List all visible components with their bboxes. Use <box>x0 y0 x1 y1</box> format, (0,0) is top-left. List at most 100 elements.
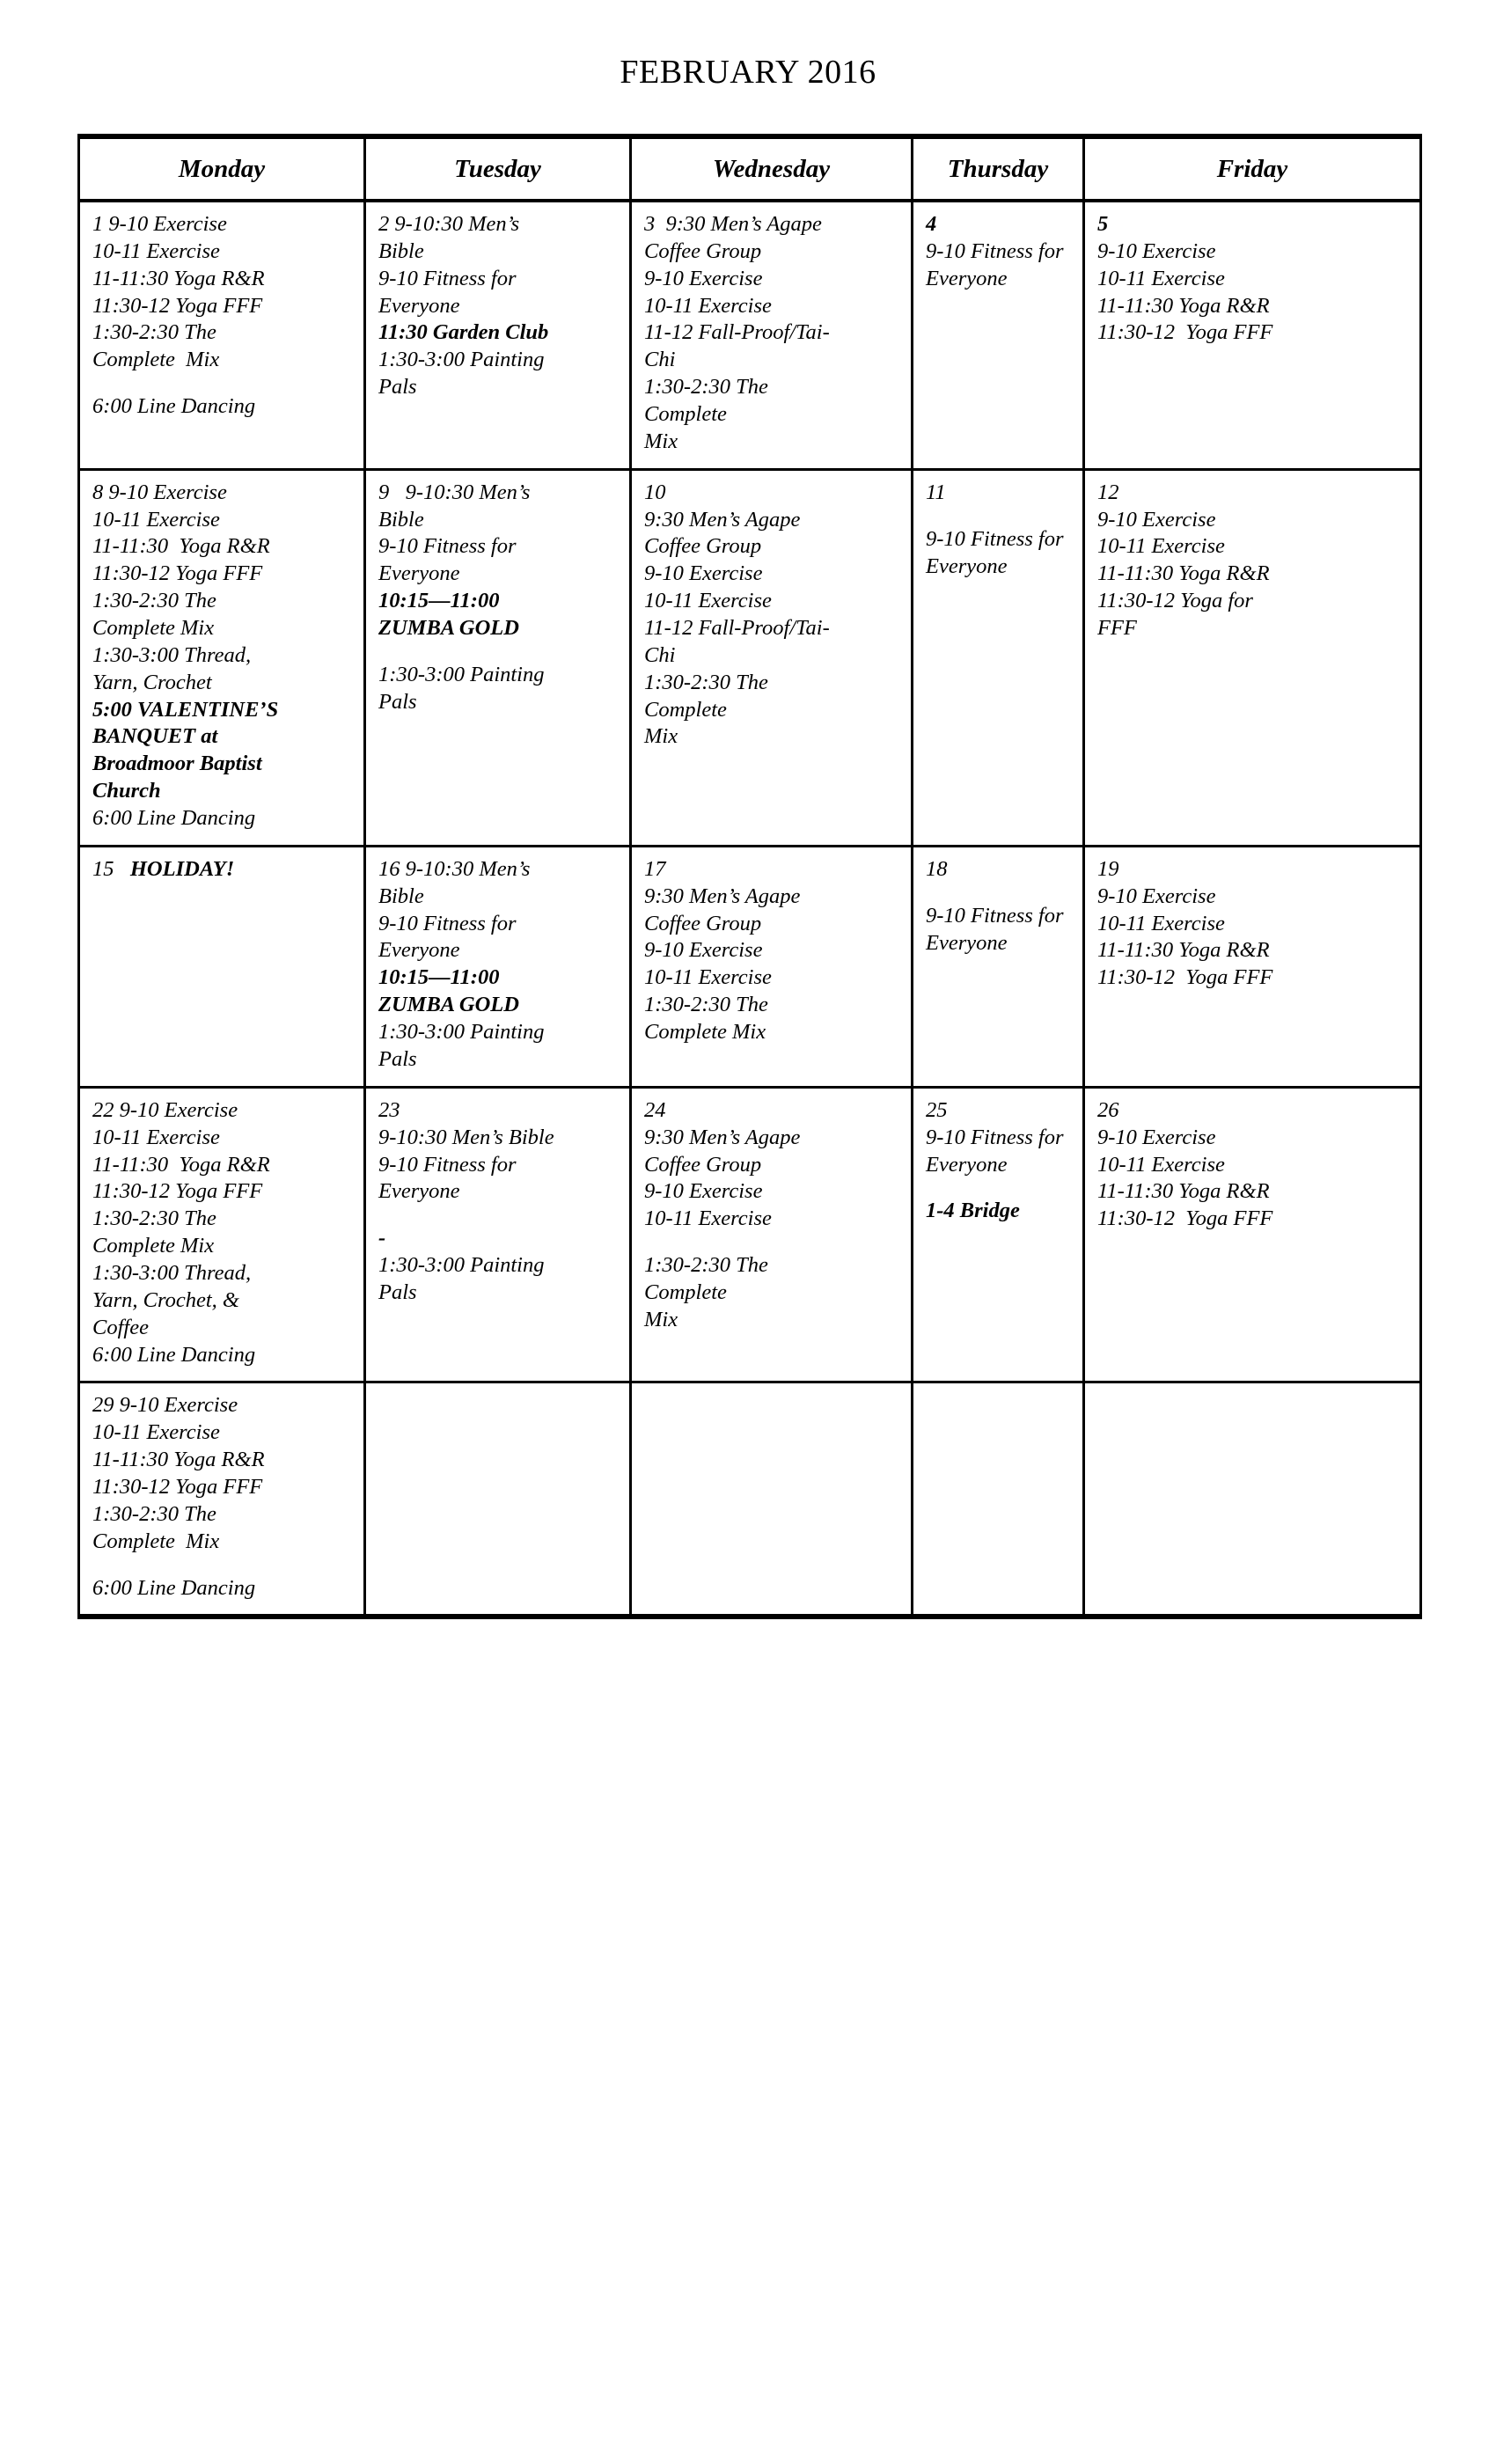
day-event-line: 1:30-2:30 The <box>92 320 216 345</box>
calendar-day-cell[interactable] <box>1082 1382 1422 1617</box>
day-event-line: 9:30 Men’s Agape <box>644 884 801 908</box>
day-event-line: 1:30-3:00 Painting <box>378 1253 545 1278</box>
calendar-day-cell[interactable]: 10 9:30 Men’s Agape Coffee Group 9-10 Exerc… <box>629 469 913 847</box>
day-event-spacer <box>378 1206 622 1225</box>
day-event-line: 11:30 Garden Club <box>378 320 549 345</box>
day-event-line: Complete <box>644 1280 727 1304</box>
day-event-line: 9-10 Fitness for <box>926 238 1064 263</box>
day-number-line: 19 <box>1097 856 1412 884</box>
day-cell-content: 8 9-10 Exercise 10-11 Exercise 11-11:30 Yo… <box>80 471 363 845</box>
day-number: 17 <box>644 856 666 881</box>
day-cell-content: 11 9-10 Fitness for Everyone <box>913 471 1082 725</box>
calendar-day-cell[interactable]: 11 9-10 Fitness for Everyone <box>911 469 1085 847</box>
calendar-day-cell[interactable]: 1 9-10 Exercise 10-11 Exercise 11-11:30 Yo… <box>77 201 366 471</box>
day-event-spacer <box>92 374 356 393</box>
day-cell-content: 24 9:30 Men’s Agape Coffee Group 9-10 Exerc… <box>632 1089 911 1346</box>
day-event-line: Everyone <box>378 561 460 586</box>
day-event-spacer <box>644 1233 904 1252</box>
day-event-line: Everyone <box>378 938 460 963</box>
calendar-day-cell[interactable]: 26 9-10 Exercise 10-11 Exercise 11-11:30 Yo… <box>1082 1087 1422 1384</box>
day-number-line: 16 9-10:30 Men’s <box>378 856 622 884</box>
day-event-line: BANQUET at <box>92 724 218 749</box>
day-cell-content: 3 9:30 Men’s Agape Coffee Group 9-10 Exerc… <box>632 202 911 468</box>
day-event-line: Pals <box>378 1046 417 1071</box>
day-event-line: 9-10 Exercise <box>1097 884 1216 908</box>
calendar-day-cell[interactable]: 16 9-10:30 Men’s Bible 9-10 Fitness for Eve… <box>363 846 632 1089</box>
day-number: 23 <box>378 1097 400 1122</box>
day-number-line: 9 9-10:30 Men’s <box>378 480 622 507</box>
calendar-day-cell[interactable]: 19 9-10 Exercise 10-11 Exercise 11-11:30 Yo… <box>1082 846 1422 1089</box>
day-event-spacer <box>926 884 1075 903</box>
day-event-line: Broadmoor Baptist <box>92 752 262 776</box>
day-event-line: Complete Mix <box>92 616 215 641</box>
day-event-line: Coffee Group <box>644 534 762 559</box>
calendar-day-cell[interactable]: 25 9-10 Fitness for Everyone 1-4 Bridge <box>911 1087 1085 1384</box>
calendar-day-cell[interactable] <box>911 1382 1085 1617</box>
day-event-spacer <box>926 507 1075 526</box>
day-cell-content: 4 9-10 Fitness for Everyone <box>913 202 1082 378</box>
day-event-line: Everyone <box>378 293 460 318</box>
day-event-line: Complete <box>644 697 727 722</box>
day-event-line: 9-10 Exercise <box>644 561 763 586</box>
day-event-text: 9-10 Exercise <box>103 212 227 236</box>
day-event-line: Yarn, Crochet <box>92 670 212 694</box>
day-number-line: 25 <box>926 1097 1075 1125</box>
day-event-line: 11-12 Fall-Proof/Tai- <box>644 616 830 641</box>
day-number-line: 5 <box>1097 211 1412 238</box>
day-event-line: 9-10 Exercise <box>1097 1125 1216 1149</box>
day-event-spacer <box>92 1556 356 1575</box>
calendar-day-cell[interactable]: 23 9-10:30 Men’s Bible 9-10 Fitness for Eve… <box>363 1087 632 1384</box>
calendar-day-cell[interactable]: 2 9-10:30 Men’s Bible 9-10 Fitness for Ever… <box>363 201 632 471</box>
day-number-line: 10 <box>644 480 904 507</box>
day-event-text: 9-10:30 Men’s <box>389 480 531 504</box>
day-event-line: 11-11:30 Yoga R&R <box>92 266 265 290</box>
calendar-day-cell[interactable]: 29 9-10 Exercise 10-11 Exercise 11-11:30 Y… <box>77 1382 366 1617</box>
day-cell-content: 25 9-10 Fitness for Everyone 1-4 Bridge <box>913 1089 1082 1290</box>
day-event-line: Everyone <box>926 1152 1008 1177</box>
day-event-line: 1:30-3:00 Thread, <box>92 642 252 667</box>
calendar-day-cell[interactable] <box>363 1382 632 1617</box>
day-number-line: 18 <box>926 856 1075 884</box>
day-number: 19 <box>1097 856 1119 881</box>
day-number: 22 <box>92 1097 114 1122</box>
day-event-line: 9:30 Men’s Agape <box>644 507 801 532</box>
calendar-day-cell[interactable] <box>629 1382 913 1617</box>
calendar-day-cell[interactable]: 9 9-10:30 Men’s Bible 9-10 Fitness for Ever… <box>363 469 632 847</box>
day-event-line: 10:15—11:00 <box>378 965 500 990</box>
day-event-line: 1:30-2:30 The <box>92 1206 216 1231</box>
day-event-line: 11-11:30 Yoga R&R <box>1097 293 1270 318</box>
calendar-day-cell[interactable]: 5 9-10 Exercise 10-11 Exercise 11-11:30 Yog… <box>1082 201 1422 471</box>
day-cell-content <box>913 1383 1082 1563</box>
day-event-line: 11:30-12 Yoga FFF <box>1097 965 1273 990</box>
day-event-line: 1:30-2:30 The <box>644 375 768 400</box>
calendar-container: Monday Tuesday Wednesday Thursday Friday… <box>77 134 1422 1620</box>
day-event-line: Pals <box>378 1280 417 1304</box>
day-event-line: 6:00 Line Dancing <box>92 394 256 419</box>
day-event-line: FFF <box>1097 616 1137 641</box>
day-event-line: Bible <box>378 507 424 532</box>
calendar-day-cell[interactable]: 12 9-10 Exercise 10-11 Exercise 11-11:30 Yo… <box>1082 469 1422 847</box>
day-number: 4 <box>926 212 937 236</box>
calendar-day-cell[interactable]: 4 9-10 Fitness for Everyone <box>911 201 1085 471</box>
calendar-day-cell[interactable]: 8 9-10 Exercise 10-11 Exercise 11-11:30 Yo… <box>77 469 366 847</box>
day-event-line: 9-10 Fitness for <box>378 534 517 559</box>
calendar-day-cell[interactable]: 17 9:30 Men’s Agape Coffee Group 9-10 Exerc… <box>629 846 913 1089</box>
calendar-day-cell[interactable]: 18 9-10 Fitness for Everyone <box>911 846 1085 1089</box>
day-event-text: 9-10 Exercise <box>114 1097 238 1122</box>
day-cell-content: 5 9-10 Exercise 10-11 Exercise 11-11:30 Yog… <box>1085 202 1419 378</box>
calendar-day-cell[interactable]: 24 9:30 Men’s Agape Coffee Group 9-10 Exerc… <box>629 1087 913 1384</box>
day-event-line: 6:00 Line Dancing <box>92 1342 256 1367</box>
day-event-spacer <box>378 642 622 662</box>
day-event-line: 11:30-12 Yoga FFF <box>92 561 263 586</box>
day-number-line: 11 <box>926 480 1075 507</box>
day-event-line: Mix <box>644 429 678 453</box>
day-event-line: 9-10 Fitness for <box>378 266 517 290</box>
calendar-day-cell[interactable]: 22 9-10 Exercise 10-11 Exercise 11-11:30 Y… <box>77 1087 366 1384</box>
calendar-day-cell[interactable]: 3 9:30 Men’s Agape Coffee Group 9-10 Exerc… <box>629 201 913 471</box>
calendar-week-row: 29 9-10 Exercise 10-11 Exercise 11-11:30 Y… <box>77 1382 1422 1617</box>
day-event-text: HOLIDAY! <box>114 856 235 881</box>
day-event-line: Church <box>92 779 161 803</box>
day-event-line: 11-11:30 Yoga R&R <box>1097 938 1270 963</box>
day-event-line: Complete <box>644 402 727 427</box>
calendar-day-cell[interactable]: 15 HOLIDAY! <box>77 846 366 1089</box>
